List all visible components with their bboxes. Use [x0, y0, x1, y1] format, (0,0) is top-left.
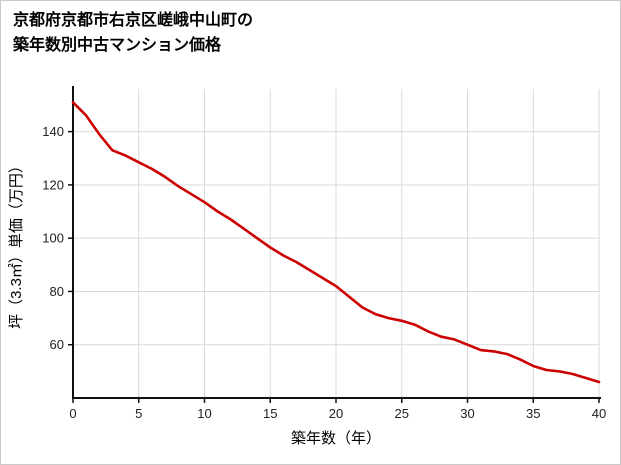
x-axis-label: 築年数（年） [291, 429, 381, 447]
x-tick-label: 25 [395, 406, 409, 421]
x-tick-label: 30 [460, 406, 474, 421]
chart-title: 京都府京都市右京区嵯峨中山町の 築年数別中古マンション価格 [13, 9, 253, 59]
y-tick-label: 60 [50, 337, 64, 352]
y-axis-label: 坪（3.3㎡）単価（万円） [8, 158, 25, 329]
y-tick-label: 100 [42, 231, 64, 246]
x-tick-label: 5 [135, 406, 142, 421]
y-tick-label: 80 [50, 284, 64, 299]
x-tick-label: 35 [526, 406, 540, 421]
price-line-series [71, 101, 601, 384]
y-tick-label: 120 [42, 177, 64, 192]
gridlines [73, 89, 600, 398]
x-tick-label: 10 [197, 406, 211, 421]
x-tick-label: 20 [329, 406, 343, 421]
x-tick-label: 15 [263, 406, 277, 421]
y-tick-label: 140 [42, 124, 64, 139]
chart-title-line1: 京都府京都市右京区嵯峨中山町の [13, 12, 254, 29]
tick-labels: 0 5 10 15 20 25 30 35 40 60 80 100 120 140 [42, 124, 606, 421]
price-line [71, 101, 601, 384]
x-tick-label: 40 [592, 406, 606, 421]
axes [68, 86, 601, 403]
chart-title-line2: 築年数別中古マンション価格 [13, 36, 222, 54]
x-tick-label: 0 [69, 406, 76, 421]
